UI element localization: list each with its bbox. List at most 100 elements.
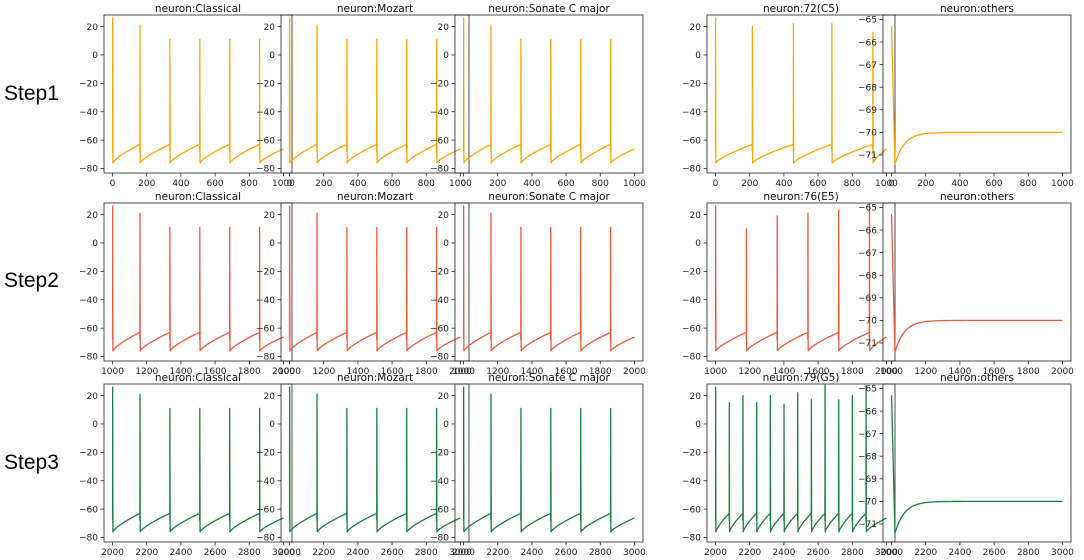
y-tick-label: −71	[858, 151, 877, 161]
x-tick-label: 1200	[486, 367, 509, 377]
y-tick-label: −60	[256, 324, 275, 334]
x-tick-label: 200	[489, 179, 506, 189]
series-line	[111, 386, 284, 533]
x-tick-label: 1200	[135, 367, 158, 377]
panel-1-4: neuron:others 1000 1200 1400 1600 1800 2000 −65…	[858, 191, 1074, 377]
x-tick-label: 1000	[1051, 179, 1074, 189]
x-tick-label: 2600	[555, 548, 578, 558]
x-tick-label: 600	[383, 179, 400, 189]
panel-title: neuron:Classical	[155, 372, 241, 384]
y-tick-label: 20	[87, 392, 99, 402]
y-tick-label: −67	[858, 249, 877, 259]
axes-frame	[882, 383, 1072, 543]
y-tick-label: −40	[682, 477, 701, 487]
y-tick-label: −70	[858, 129, 877, 139]
panel-2-2: neuron:Sonate C major 2000 2200 2400 2600 280…	[430, 372, 646, 558]
y-tick-label: −80	[256, 534, 275, 544]
x-tick-label: 2200	[738, 548, 761, 558]
x-tick-label: 600	[985, 179, 1002, 189]
y-tick-label: −68	[858, 271, 877, 281]
y-tick-label: 0	[269, 239, 275, 249]
x-tick-label: 200	[315, 179, 332, 189]
y-tick-label: −69	[858, 294, 877, 304]
x-tick-label: 2000	[623, 367, 646, 377]
x-tick-label: 2800	[841, 548, 864, 558]
panel-1-3: neuron:76(E5) 1000 1200 1400 1600 1800 2000 20 0…	[682, 191, 898, 377]
y-tick-label: 20	[264, 211, 276, 221]
series-line	[890, 26, 1063, 165]
panel-title: neuron:others	[940, 191, 1014, 203]
x-tick-label: 1400	[169, 367, 192, 377]
y-tick-label: 20	[87, 23, 99, 33]
x-tick-label: 1800	[841, 367, 864, 377]
x-tick-label: 1000	[449, 179, 472, 189]
x-tick-label: 800	[418, 179, 435, 189]
y-tick-label: −60	[682, 505, 701, 515]
x-tick-label: 800	[844, 179, 861, 189]
x-tick-label: 600	[557, 179, 574, 189]
y-tick-label: −60	[430, 136, 449, 146]
y-tick-label: −60	[682, 324, 701, 334]
axes-frame	[882, 202, 1072, 362]
y-tick-label: −66	[858, 226, 877, 236]
x-tick-label: 0	[713, 179, 719, 189]
y-tick-label: −68	[858, 83, 877, 93]
x-tick-label: 1000	[704, 367, 727, 377]
x-tick-label: 800	[1020, 179, 1037, 189]
series-line	[111, 205, 284, 352]
y-tick-label: −65	[858, 16, 877, 26]
y-tick-label: 0	[443, 420, 449, 430]
x-tick-label: 200	[741, 179, 758, 189]
y-tick-label: −40	[256, 477, 275, 487]
axes-frame	[706, 202, 896, 362]
y-tick-label: 20	[690, 392, 702, 402]
y-tick-label: −80	[256, 165, 275, 175]
y-tick-label: −40	[430, 477, 449, 487]
y-tick-label: 0	[695, 51, 701, 61]
step-label: Step3	[4, 451, 59, 474]
x-tick-label: 800	[241, 179, 258, 189]
y-tick-label: −80	[430, 165, 449, 175]
y-tick-label: −40	[430, 296, 449, 306]
axes-frame	[103, 14, 293, 174]
x-tick-label: 2000	[875, 367, 898, 377]
x-tick-label: 1400	[346, 367, 369, 377]
x-tick-label: 0	[889, 179, 895, 189]
y-tick-label: 20	[264, 392, 276, 402]
y-tick-label: 0	[92, 420, 98, 430]
y-tick-label: −80	[682, 165, 701, 175]
y-tick-label: −80	[682, 534, 701, 544]
y-tick-label: −60	[430, 505, 449, 515]
x-tick-label: 1800	[238, 367, 261, 377]
x-tick-label: 1000	[623, 179, 646, 189]
y-tick-label: −70	[858, 498, 877, 508]
panel-title: neuron:Sonate C major	[488, 3, 610, 15]
y-tick-label: −60	[682, 136, 701, 146]
y-tick-label: −20	[430, 449, 449, 459]
x-tick-label: 1600	[204, 367, 227, 377]
x-tick-label: 400	[349, 179, 366, 189]
axes-frame	[706, 383, 896, 543]
x-tick-label: 1400	[520, 367, 543, 377]
series-line	[111, 17, 284, 164]
panel-title: neuron:72(C5)	[763, 3, 839, 15]
y-tick-label: −69	[858, 475, 877, 485]
x-tick-label: 600	[206, 179, 223, 189]
x-tick-label: 0	[287, 179, 293, 189]
x-tick-label: 2800	[238, 548, 261, 558]
y-tick-label: 20	[690, 211, 702, 221]
panel-title: neuron:76(E5)	[763, 191, 838, 203]
panel-title: neuron:Classical	[155, 3, 241, 15]
x-tick-label: 1400	[772, 367, 795, 377]
y-tick-label: −65	[858, 204, 877, 214]
panel-2-4: neuron:others 2000 2200 2400 2600 2800 3000 −65…	[858, 372, 1074, 558]
y-tick-label: 0	[92, 239, 98, 249]
y-tick-label: −80	[79, 534, 98, 544]
series-line	[890, 214, 1063, 353]
y-tick-label: −20	[430, 80, 449, 90]
